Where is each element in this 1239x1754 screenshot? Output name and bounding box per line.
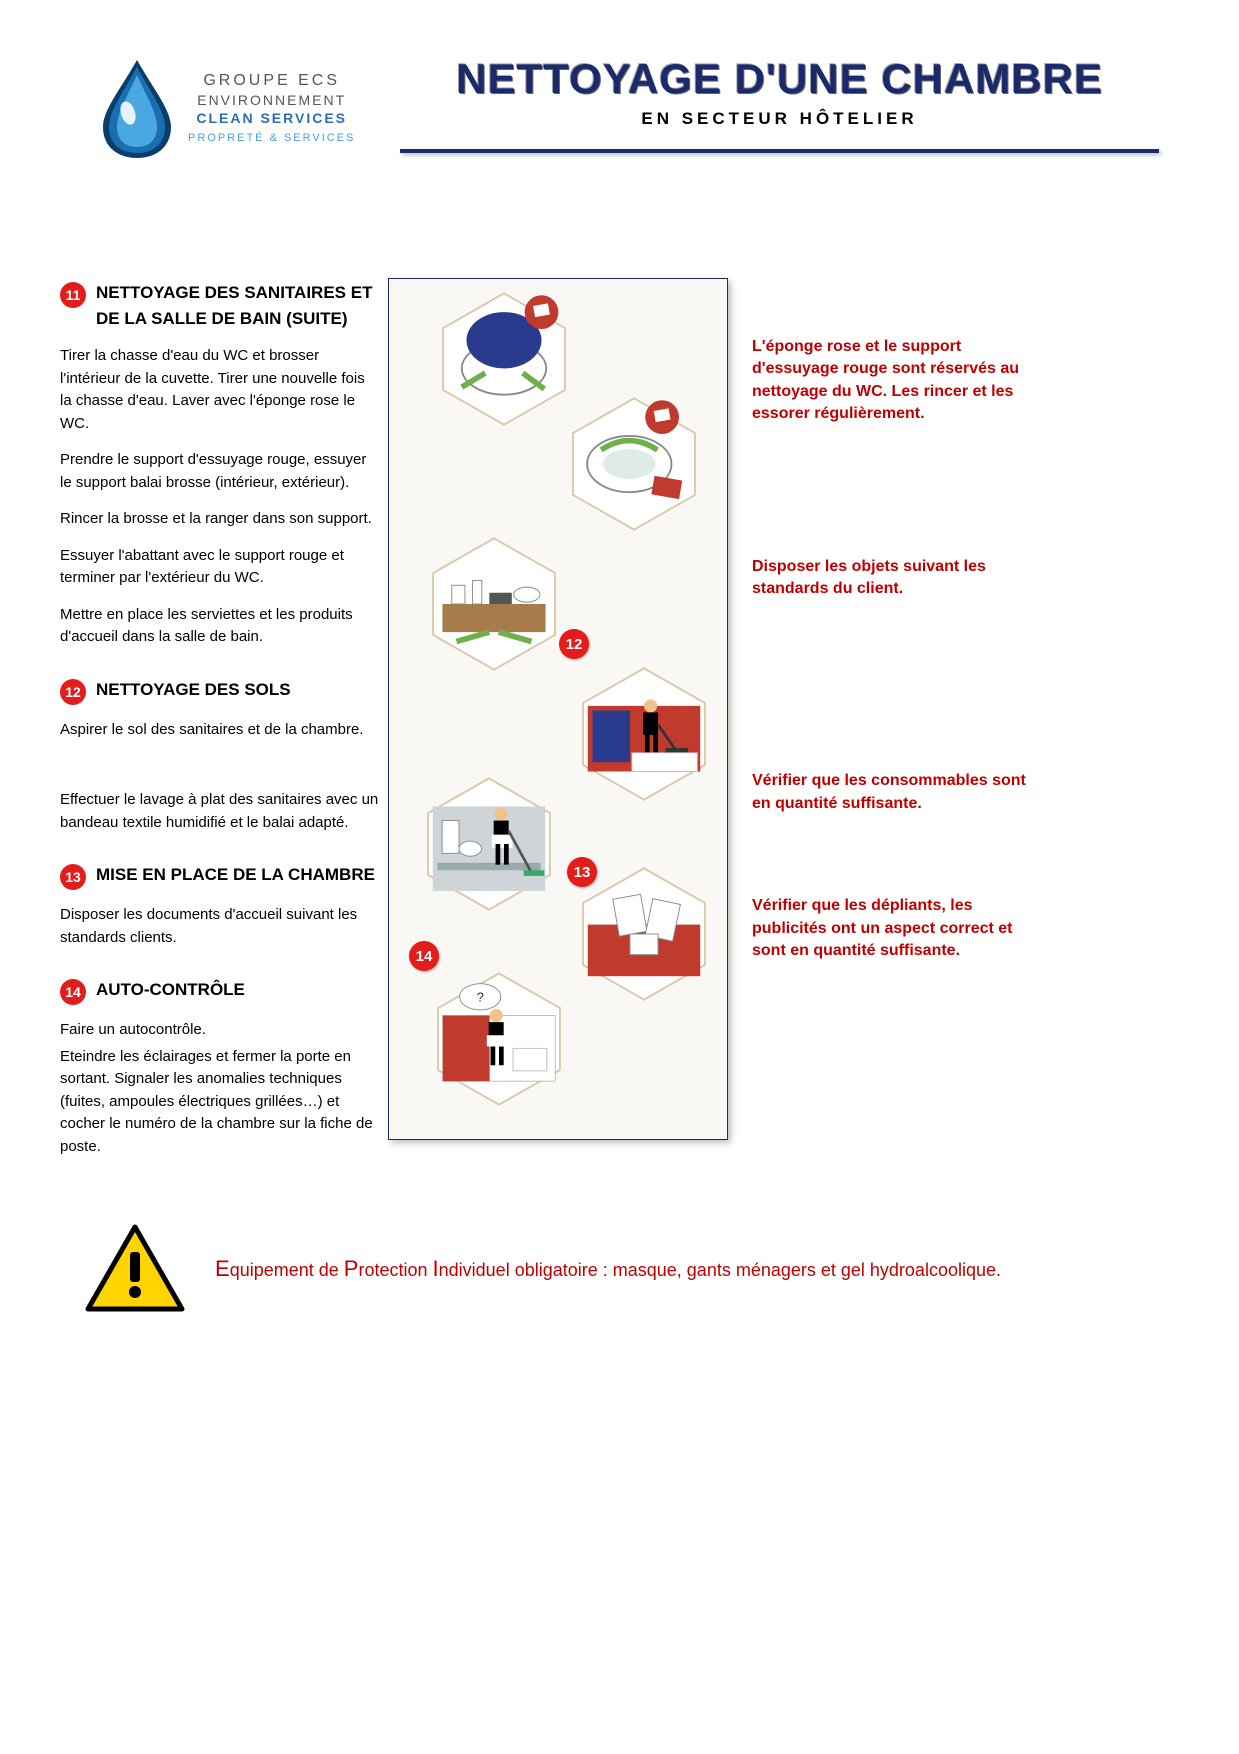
title-block: NETTOYAGE D'UNE CHAMBRE EN SECTEUR HÔTEL… xyxy=(400,55,1159,153)
panel-badge: 12 xyxy=(559,629,589,659)
step-para: Prendre le support d'essuyage rouge, ess… xyxy=(60,449,380,494)
water-drop-icon xyxy=(95,55,180,160)
step-11: 11 NETTOYAGE DES SANITAIRES ET DE LA SAL… xyxy=(60,280,380,649)
svg-text:?: ? xyxy=(477,990,484,1005)
footer-cap: P xyxy=(344,1256,359,1281)
step-body: Disposer les documents d'accueil suivant… xyxy=(60,904,380,949)
step-body: Faire un autocontrôle. Eteindre les écla… xyxy=(60,1019,380,1158)
step-title: NETTOYAGE DES SOLS xyxy=(96,677,291,703)
right-column: L'éponge rose et le support d'essuyage r… xyxy=(752,336,1032,1092)
hex-illustration-wc-wipe xyxy=(559,389,709,539)
step-para: Essuyer l'abattant avec le support rouge… xyxy=(60,545,380,590)
step-para: Faire un autocontrôle. xyxy=(60,1019,380,1042)
right-note: Vérifier que les dépliants, les publicit… xyxy=(752,895,1032,962)
logo-line3: CLEAN SERVICES xyxy=(188,110,355,126)
illustration-panel: ? 12 13 14 xyxy=(388,278,728,1140)
step-title: AUTO-CONTRÔLE xyxy=(96,977,245,1003)
step-bullet: 12 xyxy=(60,679,86,705)
logo-line4: PROPRETÉ & SERVICES xyxy=(188,132,355,144)
step-12: 12 NETTOYAGE DES SOLS Aspirer le sol des… xyxy=(60,677,380,835)
step-14: 14 AUTO-CONTRÔLE Faire un autocontrôle. … xyxy=(60,977,380,1158)
hex-illustration-check: ? xyxy=(424,964,574,1114)
step-body: Aspirer le sol des sanitaires et de la c… xyxy=(60,719,380,835)
step-body: Tirer la chasse d'eau du WC et brosser l… xyxy=(60,345,380,649)
title-underline xyxy=(400,149,1159,153)
hex-illustration-vacuum xyxy=(569,659,719,809)
warning-icon xyxy=(85,1224,185,1314)
main-title: NETTOYAGE D'UNE CHAMBRE xyxy=(400,55,1159,103)
step-para: Eteindre les éclairages et fermer la por… xyxy=(60,1046,380,1159)
step-bullet: 13 xyxy=(60,864,86,890)
footer-text: Equipement de Protection Individuel obli… xyxy=(215,1256,1001,1282)
step-bullet: 11 xyxy=(60,282,86,308)
right-note: Disposer les objets suivant les standard… xyxy=(752,556,1032,601)
step-para: Disposer les documents d'accueil suivant… xyxy=(60,904,380,949)
logo-text: GROUPE ECS ENVIRONNEMENT CLEAN SERVICES … xyxy=(188,72,355,144)
step-title: MISE EN PLACE DE LA CHAMBRE xyxy=(96,862,375,888)
step-para: Effectuer le lavage à plat des sanitaire… xyxy=(60,789,380,834)
step-para: Mettre en place les serviettes et les pr… xyxy=(60,604,380,649)
hex-illustration-counter xyxy=(419,529,569,679)
right-note: L'éponge rose et le support d'essuyage r… xyxy=(752,336,1032,426)
logo-line1: GROUPE ECS xyxy=(188,72,355,90)
hex-illustration-wc-lid xyxy=(429,284,579,434)
step-13: 13 MISE EN PLACE DE LA CHAMBRE Disposer … xyxy=(60,862,380,949)
step-para: Tirer la chasse d'eau du WC et brosser l… xyxy=(60,345,380,435)
panel-badge: 14 xyxy=(409,941,439,971)
hex-illustration-mop xyxy=(414,769,564,919)
step-title: NETTOYAGE DES SANITAIRES ET DE LA SALLE … xyxy=(96,280,380,331)
footer: Equipement de Protection Individuel obli… xyxy=(85,1224,1165,1314)
step-bullet: 14 xyxy=(60,979,86,1005)
subtitle: EN SECTEUR HÔTELIER xyxy=(400,109,1159,129)
step-para: Rincer la brosse et la ranger dans son s… xyxy=(60,508,380,531)
footer-seg: ndividuel obligatoire : masque, gants mé… xyxy=(439,1260,1001,1280)
page: GROUPE ECS ENVIRONNEMENT CLEAN SERVICES … xyxy=(0,0,1239,1754)
logo-block: GROUPE ECS ENVIRONNEMENT CLEAN SERVICES … xyxy=(95,55,355,160)
panel-badge: 13 xyxy=(567,857,597,887)
right-note: Vérifier que les consommables sont en qu… xyxy=(752,770,1032,815)
step-para xyxy=(60,755,380,775)
footer-seg: quipement de xyxy=(230,1260,344,1280)
footer-cap: E xyxy=(215,1256,230,1281)
footer-seg: rotection xyxy=(358,1260,432,1280)
step-para: Aspirer le sol des sanitaires et de la c… xyxy=(60,719,380,742)
left-column: 11 NETTOYAGE DES SANITAIRES ET DE LA SAL… xyxy=(60,280,380,1186)
header: GROUPE ECS ENVIRONNEMENT CLEAN SERVICES … xyxy=(0,55,1239,165)
logo-line2: ENVIRONNEMENT xyxy=(188,92,355,108)
